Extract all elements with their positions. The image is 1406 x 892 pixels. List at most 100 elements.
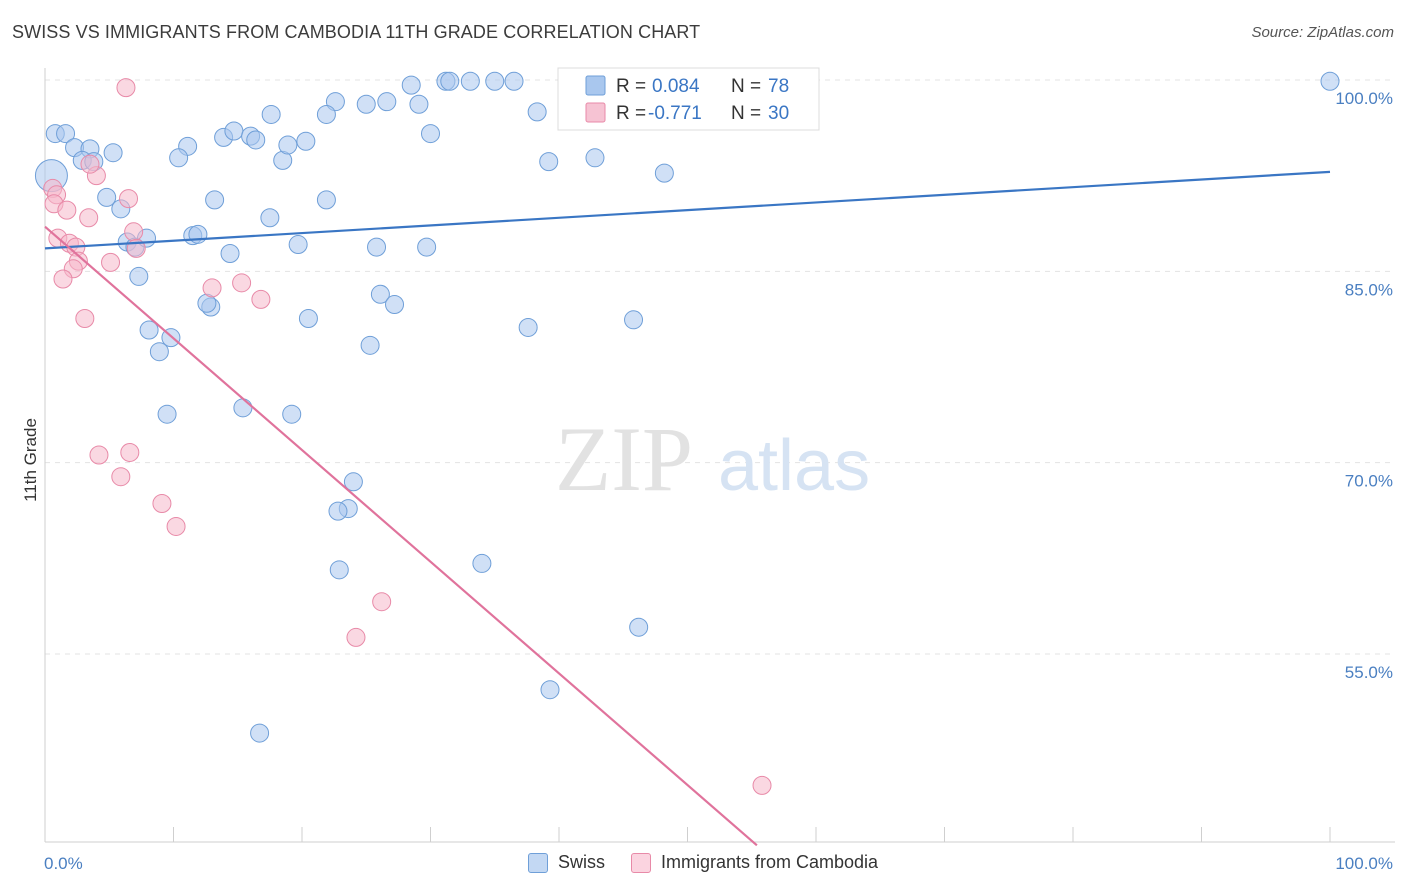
swiss-point	[504, 71, 524, 91]
swiss-point	[518, 317, 538, 337]
swiss-point	[224, 121, 244, 141]
swiss-point	[360, 335, 380, 355]
trend-lines	[44, 170, 1331, 847]
cambodia-point	[232, 273, 252, 293]
swiss-point	[1320, 71, 1340, 91]
swiss-point	[298, 309, 318, 329]
swiss-point	[377, 92, 397, 112]
swiss-point	[440, 71, 460, 91]
cambodia-point	[53, 269, 73, 289]
swiss-point	[250, 723, 270, 743]
cambodia-point	[346, 627, 366, 647]
swiss-point	[654, 163, 674, 183]
swiss-point	[56, 124, 76, 144]
swiss-point	[278, 135, 298, 155]
cambodia-point	[89, 445, 109, 465]
watermark: ZIP atlas	[555, 408, 870, 510]
legend-swiss-n-label: N =	[731, 76, 761, 97]
swiss-point	[624, 310, 644, 330]
cambodia-point	[202, 278, 222, 298]
cambodia-point	[111, 467, 131, 487]
swiss-point	[288, 235, 308, 255]
bottom-legend-swiss-label: Swiss	[557, 852, 605, 872]
legend-camb-r-label: R =	[616, 103, 646, 124]
bottom-legend-cambodia: Immigrants from Cambodia	[630, 852, 879, 873]
x-tick-labels: 0.0% 100.0%	[44, 854, 1393, 873]
swiss-point	[220, 243, 240, 263]
swiss-point	[472, 553, 492, 573]
bottom-legend-swiss: Swiss	[527, 852, 605, 873]
swiss-point	[246, 130, 266, 150]
y-tick-label: 85.0%	[1345, 280, 1393, 299]
swiss-point	[139, 320, 159, 340]
cambodia-point	[101, 252, 121, 272]
swiss-point	[205, 190, 225, 210]
cambodia-point	[251, 289, 271, 309]
cambodia-point	[372, 592, 392, 612]
swiss-point	[367, 237, 387, 257]
swiss-point	[485, 71, 505, 91]
legend-swatch-swiss	[585, 75, 606, 96]
swiss-point	[417, 237, 437, 257]
swiss-point	[97, 187, 117, 207]
swiss-point	[233, 398, 253, 418]
cambodia-trend-line	[44, 225, 758, 847]
legend-swatch-cambodia	[585, 102, 606, 123]
cambodia-point	[57, 200, 77, 220]
cambodia-point	[166, 516, 186, 536]
bottom-legend: Swiss Immigrants from Cambodia	[0, 852, 1406, 873]
swiss-point	[329, 560, 349, 580]
swiss-point	[261, 104, 281, 124]
cambodia-point	[79, 208, 99, 228]
cambodia-point	[119, 189, 139, 209]
cambodia-point	[752, 775, 772, 795]
x-tick-label-max: 100.0%	[1335, 854, 1393, 873]
watermark-atlas: atlas	[718, 426, 870, 506]
swiss-point	[421, 124, 440, 144]
cambodia-point	[80, 154, 100, 174]
watermark-zip: ZIP	[555, 408, 693, 510]
y-tick-label: 100.0%	[1335, 89, 1393, 108]
y-tick-labels: 100.0% 85.0% 70.0% 55.0%	[1335, 89, 1393, 682]
swiss-point	[149, 342, 169, 362]
swiss-point	[370, 284, 390, 304]
legend-camb-n-value: 30	[768, 103, 789, 124]
x-tick-label-min: 0.0%	[44, 854, 83, 873]
swiss-point	[328, 501, 348, 521]
legend-camb-n-label: N =	[731, 103, 761, 124]
chart-source: Source: ZipAtlas.com	[1251, 24, 1394, 41]
bottom-legend-cambodia-swatch	[630, 852, 651, 873]
legend-swiss-n-value: 78	[768, 76, 789, 97]
chart-title: SWISS VS IMMIGRANTS FROM CAMBODIA 11TH G…	[12, 22, 701, 42]
cambodia-point	[116, 78, 136, 98]
swiss-point	[316, 104, 336, 124]
y-tick-label: 70.0%	[1345, 472, 1393, 491]
swiss-point	[169, 148, 189, 168]
swiss-point	[539, 152, 559, 172]
cambodia-point	[124, 222, 144, 242]
cambodia-point	[120, 442, 140, 462]
swiss-point	[585, 148, 605, 168]
y-tick-label: 55.0%	[1345, 663, 1393, 682]
swiss-point	[296, 131, 316, 151]
y-axis-label: 11th Grade	[21, 418, 40, 502]
gridlines	[45, 79, 1395, 655]
swiss-point	[629, 617, 649, 637]
axes	[44, 68, 1395, 843]
legend-swiss-r-label: R =	[616, 76, 646, 97]
cambodia-points	[43, 78, 772, 795]
swiss-point	[356, 94, 376, 114]
swiss-point	[260, 208, 280, 228]
swiss-point	[103, 143, 123, 163]
bottom-legend-cambodia-label: Immigrants from Cambodia	[660, 852, 879, 872]
cambodia-point	[152, 493, 172, 513]
swiss-point	[343, 472, 363, 492]
swiss-point	[409, 94, 429, 114]
swiss-point	[540, 680, 560, 700]
swiss-point	[401, 75, 421, 95]
legend-camb-r-value: -0.771	[648, 103, 702, 124]
swiss-point	[460, 71, 480, 91]
swiss-point	[129, 266, 149, 286]
swiss-point	[157, 404, 177, 424]
